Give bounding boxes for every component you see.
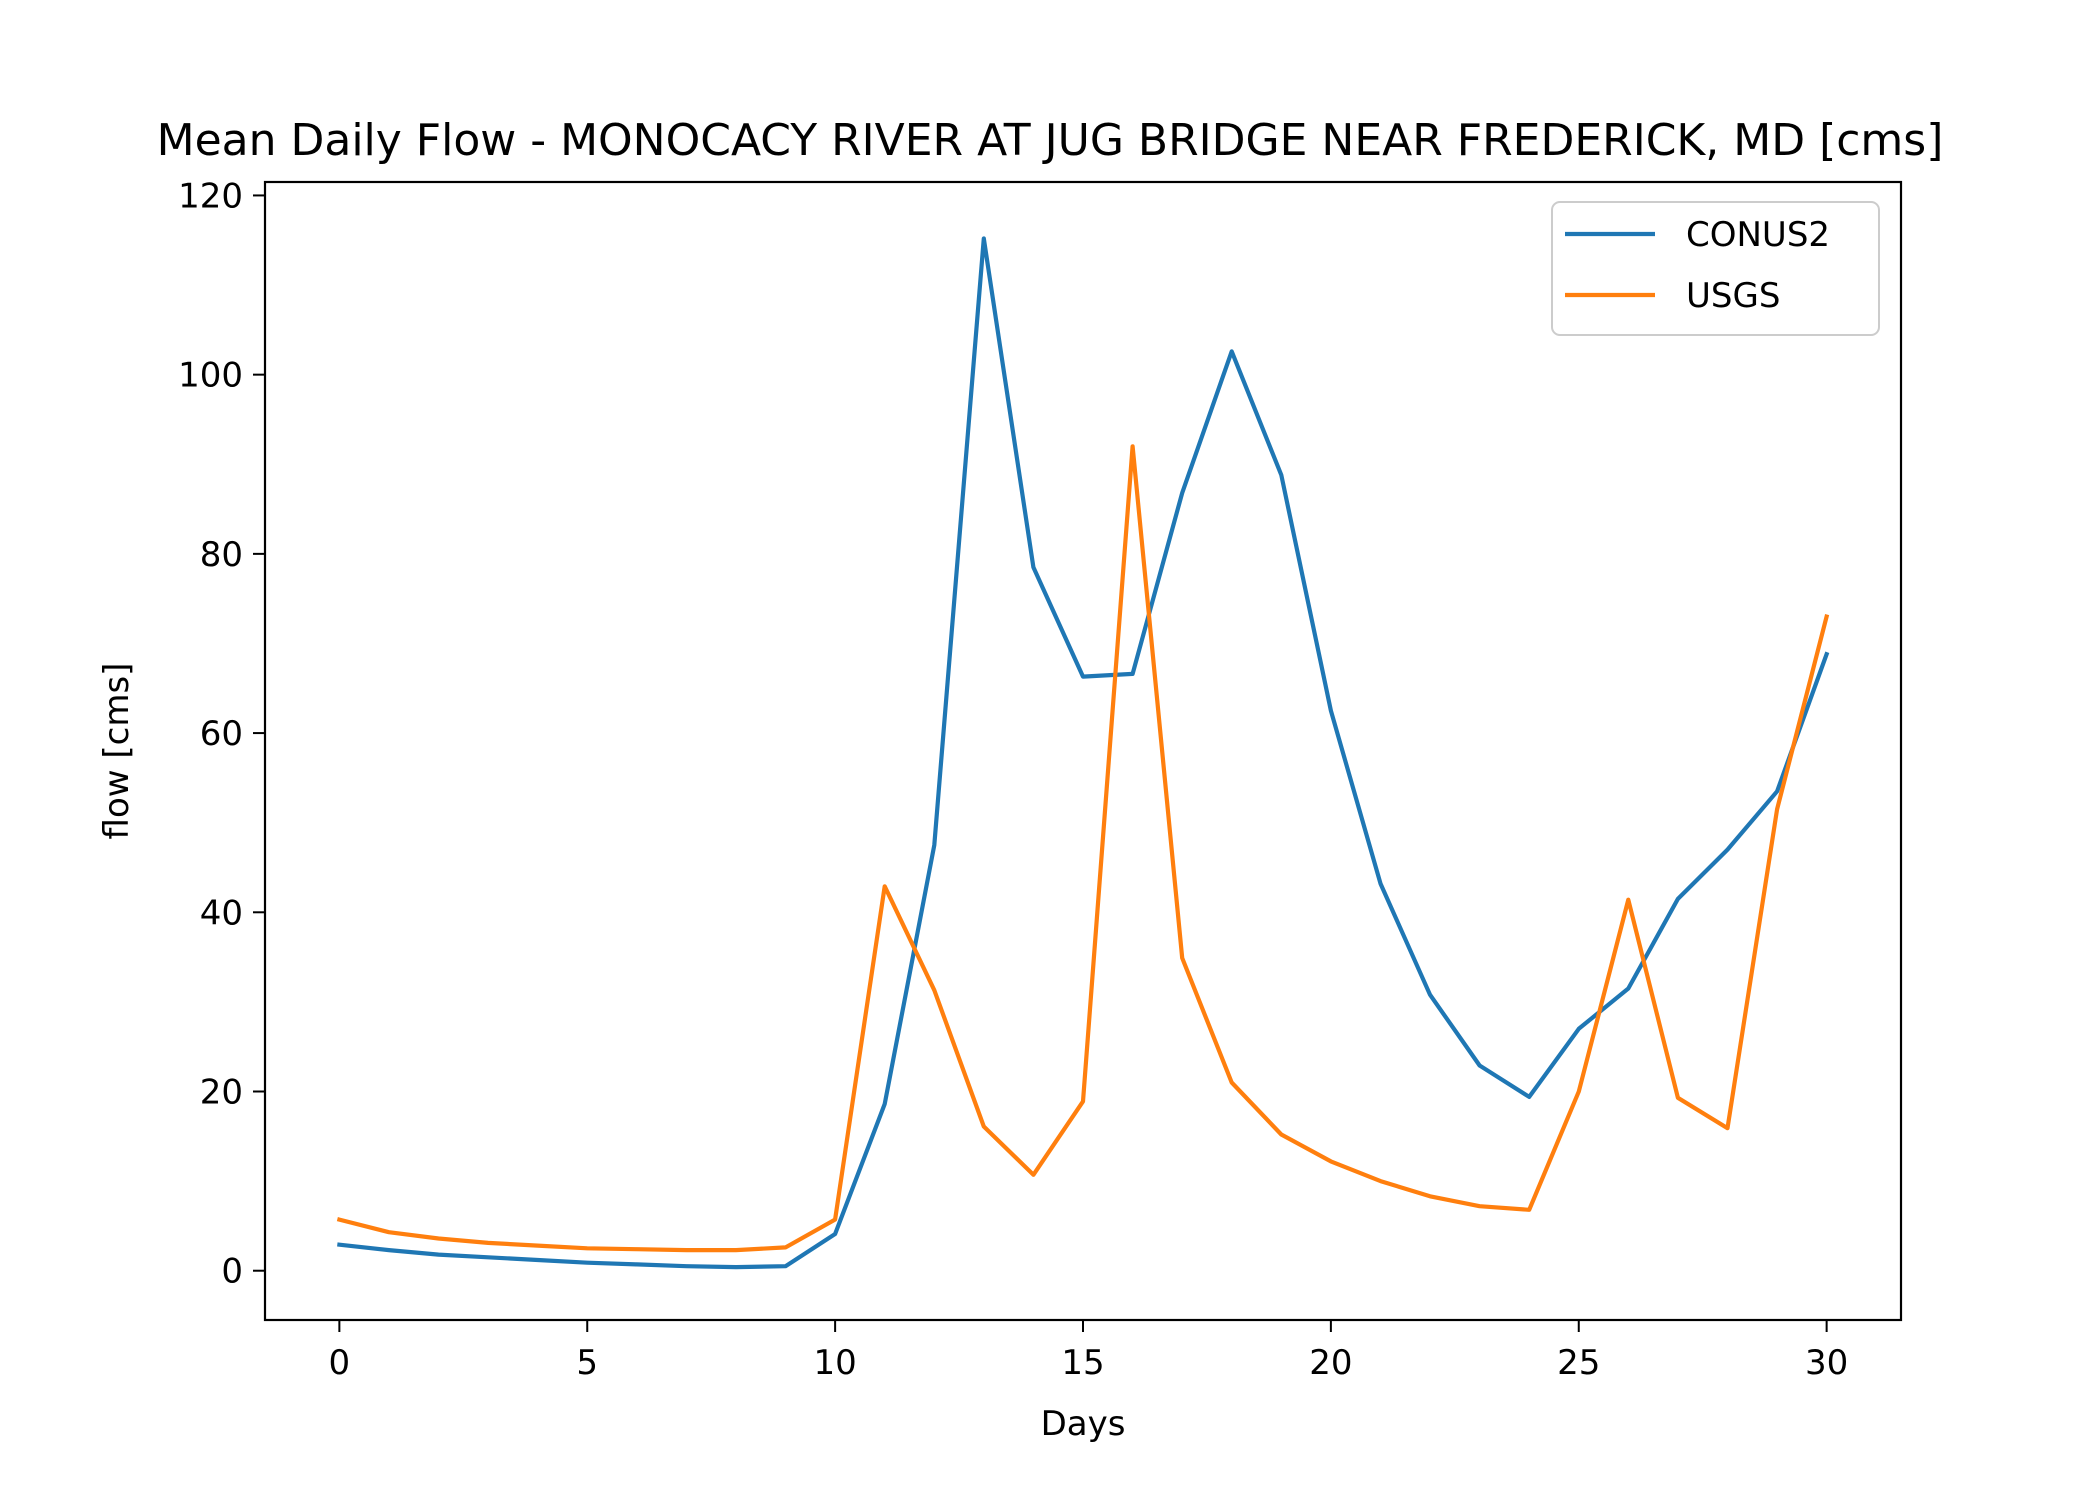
series-line-conus2 [337,236,1830,1270]
legend-label-conus2: CONUS2 [1686,215,1830,255]
y-tick-label: 120 [178,176,243,216]
y-tick-label: 80 [200,535,243,575]
x-axis-label: Days [1041,1404,1126,1444]
x-tick-label: 25 [1557,1343,1600,1383]
legend-label-usgs: USGS [1686,276,1780,316]
series-layer [336,236,1830,1270]
y-tick-label: 100 [178,356,243,396]
y-tick-label: 0 [221,1252,243,1292]
y-tick-label: 40 [200,893,243,933]
x-tick-label: 0 [329,1343,351,1383]
legend: CONUS2 USGS [1551,201,1880,336]
y-axis-label: flow [cms] [97,663,137,840]
x-tick-label: 15 [1061,1343,1104,1383]
series-line-usgs [336,444,1830,1253]
x-tick-label: 5 [576,1343,598,1383]
x-tick-label: 10 [813,1343,856,1383]
x-tick-label: 20 [1309,1343,1352,1383]
y-tick-label: 20 [200,1073,243,1113]
y-axis-ticks: 0 20 40 60 80 100 120 [178,176,265,1292]
x-axis-ticks: 0 5 10 15 20 25 30 [329,1320,1848,1383]
y-tick-label: 60 [200,714,243,754]
x-tick-label: 30 [1805,1343,1848,1383]
chart-title: Mean Daily Flow - MONOCACY RIVER AT JUG … [157,115,1944,166]
